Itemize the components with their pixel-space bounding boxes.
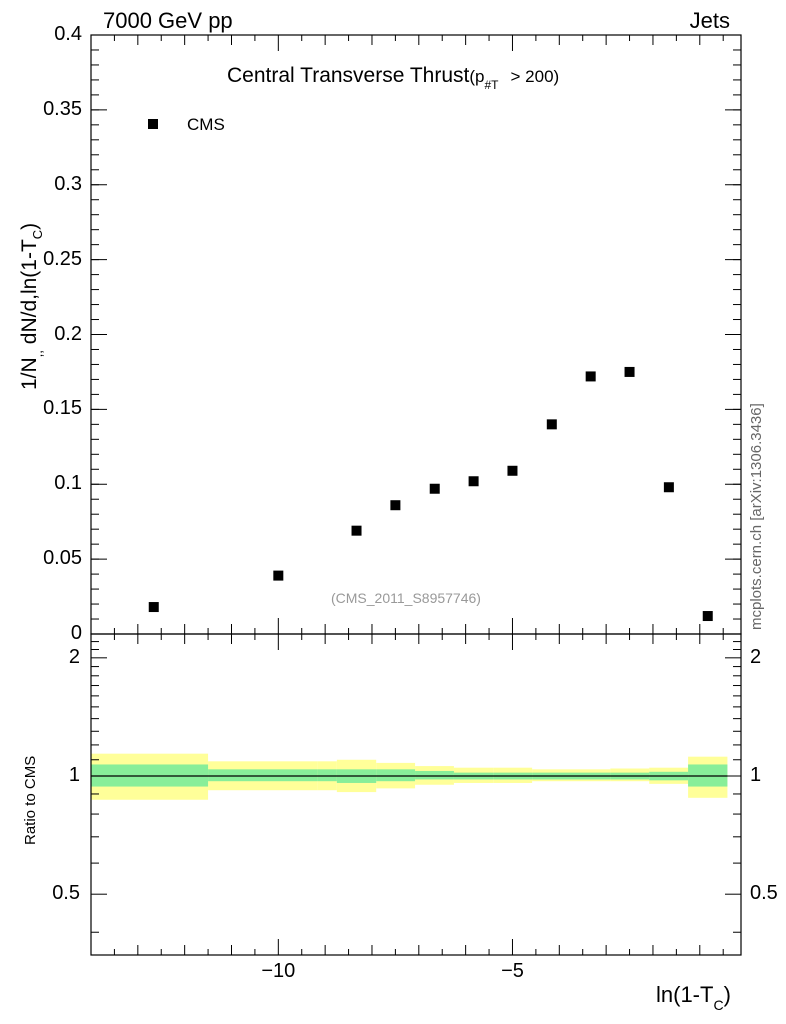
legend-marker: [148, 119, 158, 129]
main-y-tick-label-1: 0.05: [43, 547, 82, 570]
plot-title-suffix: (p: [469, 67, 485, 86]
legend-marker-group: [148, 119, 158, 129]
data-point-3: [390, 500, 401, 511]
plot-title-sub: #T: [484, 78, 499, 92]
ratio-y-tick-label-right-1: 1: [750, 764, 762, 786]
ratio-y-axis-label: Ratio to CMS: [22, 755, 39, 845]
main-y-tick-label-8: 0.4: [54, 23, 82, 45]
main-y-tick-label-7: 0.35: [43, 97, 82, 120]
plot-title: Central Transverse Thrust(p#T > 200): [227, 64, 560, 92]
main-y-tick-label-3: 0.15: [43, 397, 82, 420]
ratio-inner-band-5: [415, 770, 454, 780]
header-category: Jets: [689, 8, 730, 33]
main-y-label-end: ): [18, 222, 41, 230]
main-y-label-part1: 1/N: [18, 357, 41, 390]
main-y-tick-label-6: 0.3: [54, 172, 82, 195]
data-point-0: [148, 602, 159, 613]
x-tick-label-1: −5: [501, 960, 524, 982]
main-y-label-sub: ,,: [30, 350, 45, 358]
x-axis-label: ln(1-TC): [656, 982, 731, 1013]
data-point-8: [585, 371, 596, 382]
ratio-plot-frame: [90, 633, 742, 956]
data-point-1: [273, 570, 284, 581]
plot-title-text: Central Transverse Thrust: [227, 64, 470, 87]
ratio-y-tick-label-left-2: 2: [68, 645, 80, 668]
main-y-tick-label-0: 0: [70, 622, 82, 644]
plot-title-cut: > 200): [510, 67, 560, 86]
data-point-9: [624, 366, 635, 377]
legend-label: CMS: [187, 115, 225, 134]
main-y-tick-label-5: 0.25: [43, 247, 82, 270]
ratio-inner-band-4: [376, 769, 416, 782]
main-y-tick-label-4: 0.2: [54, 322, 82, 345]
main-y-tick-label-2: 0.1: [54, 472, 82, 495]
data-point-7: [546, 419, 557, 430]
ratio-y-tick-label-right-2: 2: [750, 645, 762, 668]
data-point-4: [429, 483, 440, 494]
data-point-5: [468, 476, 479, 487]
data-point-6: [507, 465, 518, 476]
x-label-sub: C: [713, 997, 724, 1013]
ratio-y-tick-label-right-0: 0.5: [750, 882, 778, 905]
side-source-label: mcplots.cern.ch [arXiv:1306.3436]: [748, 403, 765, 630]
data-point-2: [351, 525, 362, 536]
data-point-11: [702, 611, 713, 622]
main-y-label-sub2: C: [30, 229, 45, 240]
ratio-inner-band-2: [317, 769, 337, 782]
ratio-y-tick-label-left-1: 1: [68, 764, 80, 786]
x-tick-label-0: −10: [261, 960, 296, 982]
main-y-label-part2: dN/d,ln(1-T: [18, 239, 41, 345]
ratio-inner-band-1: [208, 769, 318, 782]
data-markers: [148, 366, 713, 622]
main-y-axis-label: 1/N,, dN/d,ln(1-TC): [18, 222, 45, 390]
ratio-bands: [91, 753, 728, 800]
header-energy: 7000 GeV pp: [103, 8, 233, 33]
ratio-y-tick-label-left-0: 0.5: [52, 882, 80, 905]
data-point-10: [663, 482, 674, 493]
plot-frames: [90, 34, 742, 956]
x-label-end: ): [723, 982, 731, 1007]
x-label-main: ln(1-T: [656, 982, 714, 1007]
axis-ticks: [90, 34, 741, 955]
analysis-label: (CMS_2011_S8957746): [331, 590, 481, 606]
